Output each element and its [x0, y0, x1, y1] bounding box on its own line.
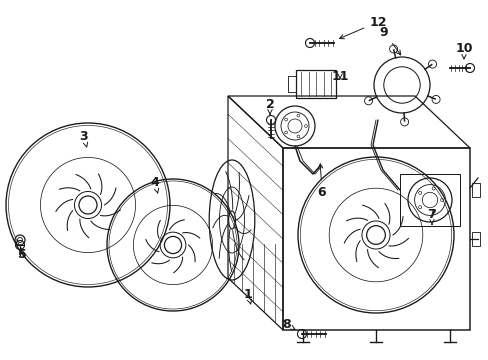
Bar [471, 232, 479, 246]
Text: 7: 7 [427, 208, 435, 224]
Text: 9: 9 [379, 26, 400, 55]
Bar [287, 76, 295, 92]
Text: 5: 5 [18, 248, 26, 261]
Text: 6: 6 [317, 164, 325, 198]
Text: 12: 12 [339, 15, 386, 39]
Bar [399, 174, 459, 226]
Text: 3: 3 [80, 130, 88, 147]
Text: 4: 4 [150, 176, 159, 193]
Bar [471, 183, 479, 197]
Text: 11: 11 [330, 69, 348, 82]
Bar [283, 148, 469, 330]
Text: 10: 10 [454, 41, 472, 59]
Bar [295, 70, 335, 98]
Text: 8: 8 [282, 319, 294, 332]
Text: 1: 1 [243, 288, 252, 304]
Text: 2: 2 [265, 99, 274, 114]
